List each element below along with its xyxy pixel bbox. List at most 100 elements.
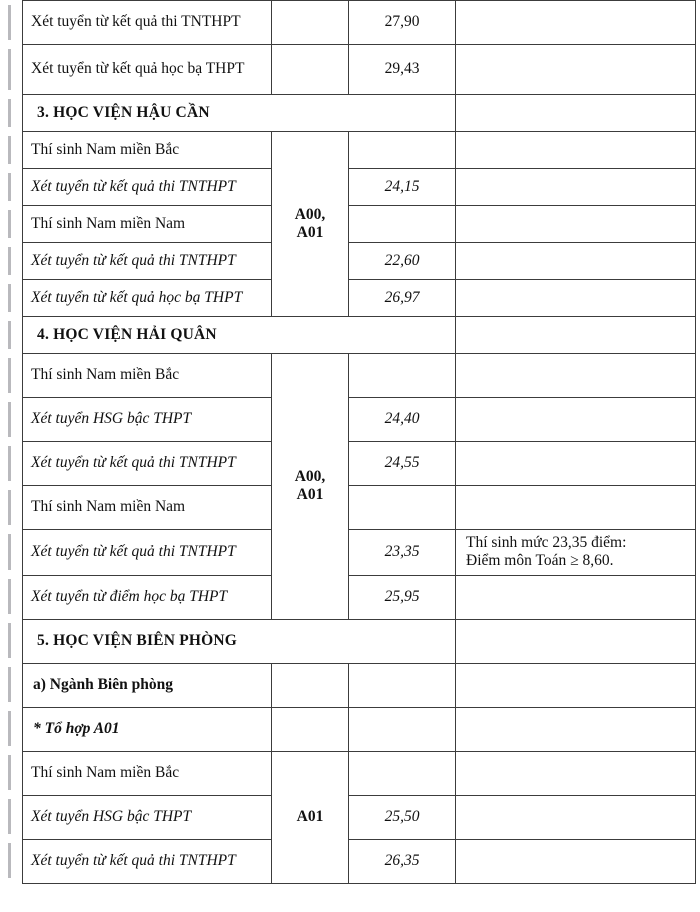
row-note xyxy=(455,0,696,45)
section-header-row: 5. HỌC VIỆN BIÊN PHÒNG xyxy=(22,618,696,664)
row-combo-blank xyxy=(271,706,349,752)
table-row: a) Ngành Biên phòng xyxy=(22,662,696,708)
row-score: 23,35 xyxy=(348,529,456,576)
row-note xyxy=(455,706,696,752)
row-combo-blank xyxy=(271,44,349,95)
table-row: Xét tuyển từ kết quả thi TNTHPT 24,55 xyxy=(22,441,696,486)
row-score: 22,60 xyxy=(348,242,456,280)
section-header-row: 3. HỌC VIỆN HẬU CẦN xyxy=(22,94,696,132)
table-row: Thí sinh Nam miền Nam xyxy=(22,485,696,530)
row-score xyxy=(348,131,456,169)
row-note xyxy=(455,131,696,169)
row-score xyxy=(348,485,456,530)
row-label: Xét tuyển HSG bậc THPT xyxy=(22,397,272,442)
row-note xyxy=(455,750,696,796)
table-row: Xét tuyển từ kết quả học bạ THPT 26,97 xyxy=(22,279,696,317)
scan-border-tick xyxy=(8,48,11,90)
row-note xyxy=(455,574,696,620)
table-row: Thí sinh Nam miền Nam xyxy=(22,205,696,243)
table-row: Xét tuyển từ kết quả thi TNTHPT 24,15 xyxy=(22,168,696,206)
row-label: Xét tuyển từ kết quả thi TNTHPT xyxy=(22,168,272,206)
scan-border-tick xyxy=(8,172,11,201)
row-note xyxy=(455,353,696,398)
scan-border-tick xyxy=(8,843,11,879)
scan-border-tick xyxy=(8,623,11,659)
combo-line-1: A00, xyxy=(294,468,326,485)
row-note xyxy=(455,44,696,95)
table-row: Thí sinh Nam miền Bắc A01 xyxy=(22,750,696,884)
scan-border-tick xyxy=(8,533,11,571)
row-note xyxy=(455,242,696,280)
section-title-hai-quan: 4. HỌC VIỆN HẢI QUÂN xyxy=(22,316,456,354)
row-score: 25,50 xyxy=(348,794,456,840)
scan-border-tick xyxy=(8,4,11,40)
row-score: 26,35 xyxy=(348,838,456,884)
table-row: Xét tuyển từ kết quả học bạ THPT 29,43 xyxy=(22,44,696,95)
admission-score-table: Xét tuyển từ kết quả thi TNTHPT 27,90 Xé… xyxy=(22,0,696,884)
row-note xyxy=(455,441,696,486)
scan-border-tick xyxy=(8,799,11,835)
table-row: * Tổ hợp A01 xyxy=(22,706,696,752)
row-score: 24,40 xyxy=(348,397,456,442)
row-combo-blank xyxy=(271,662,349,708)
combo-line-1: A00, xyxy=(294,205,326,223)
subsection-title-to-hop-a01: * Tổ hợp A01 xyxy=(22,706,272,752)
row-label: Thí sinh Nam miền Bắc xyxy=(22,353,272,398)
row-score: 26,97 xyxy=(348,279,456,317)
row-label: Xét tuyển từ kết quả thi TNTHPT xyxy=(22,838,272,884)
row-note xyxy=(455,168,696,206)
combo-line-2: A01 xyxy=(296,486,324,504)
scan-border-tick xyxy=(8,246,11,275)
row-label: Xét tuyển HSG bậc THPT xyxy=(22,794,272,840)
scan-border-tick xyxy=(8,357,11,393)
row-label: Xét tuyển từ kết quả học bạ THPT xyxy=(22,279,272,317)
scan-border-tick xyxy=(8,579,11,615)
row-label: Xét tuyển từ kết quả thi TNTHPT xyxy=(22,529,272,576)
row-score: 29,43 xyxy=(348,44,456,95)
row-label: Thí sinh Nam miền Nam xyxy=(22,205,272,243)
row-label: Xét tuyển từ kết quả thi TNTHPT xyxy=(22,0,272,45)
scan-border-tick xyxy=(8,283,11,312)
scan-border-tick xyxy=(8,445,11,481)
row-label: Xét tuyển từ kết quả thi TNTHPT xyxy=(22,242,272,280)
table-row: Thí sinh Nam miền Bắc A00, A01 xyxy=(22,353,696,620)
row-score: 24,15 xyxy=(348,168,456,206)
section-title-hau-can: 3. HỌC VIỆN HẬU CẦN xyxy=(22,94,456,132)
row-label: Thí sinh Nam miền Bắc xyxy=(22,750,272,796)
row-note: Thí sinh mức 23,35 điểm: Điểm môn Toán ≥… xyxy=(455,529,696,576)
row-label: Thí sinh Nam miền Bắc xyxy=(22,131,272,169)
row-score-blank xyxy=(348,706,456,752)
row-score xyxy=(348,353,456,398)
row-score-blank xyxy=(348,662,456,708)
section-title-bien-phong: 5. HỌC VIỆN BIÊN PHÒNG xyxy=(22,618,456,664)
row-note xyxy=(455,397,696,442)
section-header-row: 4. HỌC VIỆN HẢI QUÂN xyxy=(22,316,696,354)
table-row: Xét tuyển từ kết quả thi TNTHPT 26,35 xyxy=(22,838,696,884)
row-label: Xét tuyển từ kết quả học bạ THPT xyxy=(22,44,272,95)
table-row: Thí sinh Nam miền Bắc A00, A01 xyxy=(22,131,696,317)
row-note xyxy=(455,205,696,243)
section-note-blank xyxy=(455,316,696,354)
scan-border-tick xyxy=(8,755,11,791)
row-score xyxy=(348,750,456,796)
combo-group-hau-can: A00, A01 xyxy=(271,131,349,317)
scan-border-tick xyxy=(8,98,11,127)
section-note-blank xyxy=(455,618,696,664)
scan-border-tick xyxy=(8,401,11,437)
scan-border-tick xyxy=(8,135,11,164)
row-score: 27,90 xyxy=(348,0,456,45)
row-note xyxy=(455,485,696,530)
row-score: 24,55 xyxy=(348,441,456,486)
row-note xyxy=(455,794,696,840)
row-score xyxy=(348,205,456,243)
subsection-title-nganh-bien-phong: a) Ngành Biên phòng xyxy=(22,662,272,708)
note-line-1: Thí sinh mức 23,35 điểm: xyxy=(466,534,627,551)
table-row: Xét tuyển HSG bậc THPT 25,50 xyxy=(22,794,696,840)
table-row: Xét tuyển từ điểm học bạ THPT 25,95 xyxy=(22,574,696,620)
table-row: Xét tuyển từ kết quả thi TNTHPT 27,90 xyxy=(22,0,696,45)
scan-border-tick xyxy=(8,711,11,747)
scan-border-tick xyxy=(8,209,11,238)
row-note xyxy=(455,662,696,708)
table-row: Xét tuyển từ kết quả thi TNTHPT 22,60 xyxy=(22,242,696,280)
row-combo-blank xyxy=(271,0,349,45)
